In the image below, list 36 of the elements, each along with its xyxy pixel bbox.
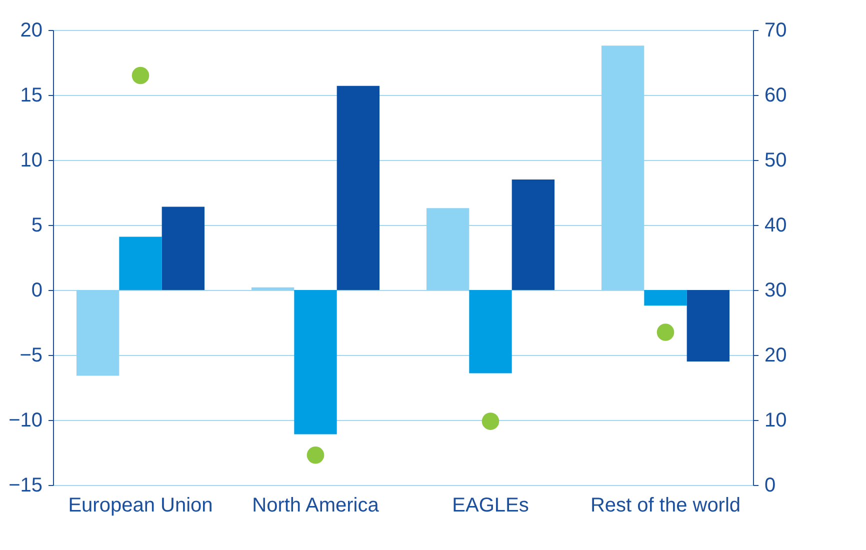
y-tick-label: 15	[20, 84, 42, 106]
bar	[686, 290, 730, 362]
y-tick-label: 20	[20, 20, 42, 42]
point	[656, 324, 674, 341]
y2-tick-label: 10	[764, 410, 787, 432]
x-tick-label: North America	[252, 494, 380, 516]
y2-tick-label: 0	[764, 474, 776, 496]
x-tick-label: European Union	[68, 494, 213, 516]
bar	[469, 290, 512, 374]
bar	[601, 46, 644, 290]
y-tick-label: −10	[8, 410, 42, 432]
x-tick-label: EAGLEs	[452, 494, 529, 516]
bar	[162, 206, 205, 290]
bar	[336, 86, 380, 290]
bar	[76, 290, 120, 376]
bar	[251, 287, 294, 290]
y-tick-label: −15	[8, 474, 42, 496]
bar	[119, 236, 162, 290]
y-tick-label: 5	[31, 214, 42, 236]
point	[482, 412, 500, 430]
y2-tick-label: 50	[764, 150, 787, 172]
y-tick-label: 10	[20, 150, 42, 172]
y2-tick-label: 40	[764, 214, 787, 236]
y-tick-label: −5	[20, 344, 42, 366]
y2-tick-label: 70	[764, 20, 787, 42]
bar	[294, 290, 337, 434]
x-tick-label: Rest of the world	[590, 494, 741, 516]
bar	[512, 180, 555, 290]
bar	[644, 290, 687, 306]
y2-tick-label: 20	[764, 344, 787, 366]
point	[306, 446, 324, 464]
y2-tick-label: 60	[764, 84, 787, 106]
y-tick-label: 0	[31, 280, 42, 302]
bar	[426, 208, 470, 290]
y2-tick-label: 30	[764, 280, 787, 302]
point	[132, 66, 150, 84]
